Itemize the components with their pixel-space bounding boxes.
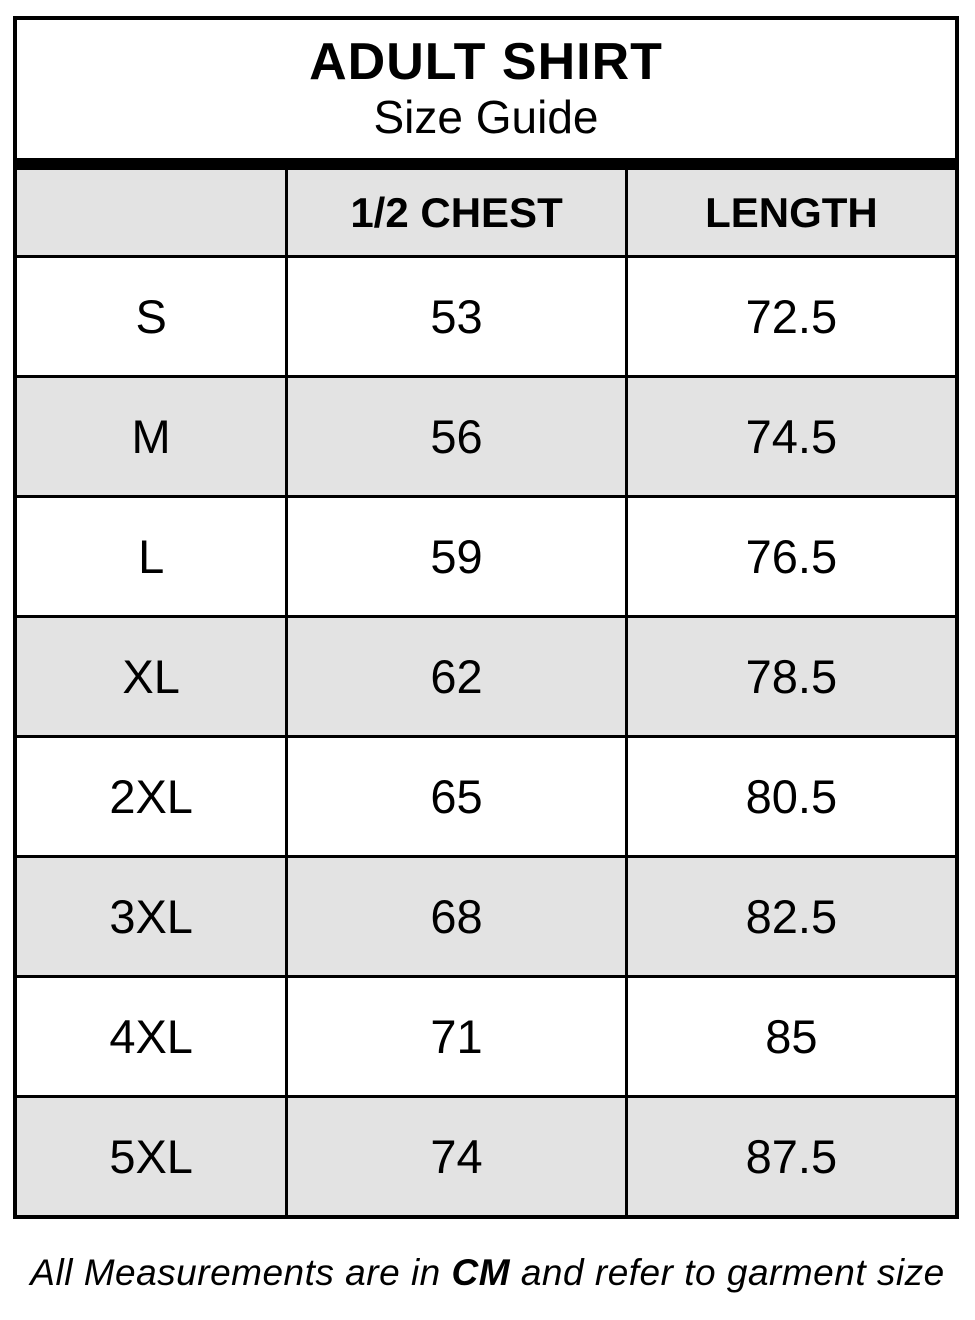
header-cell-half-chest: 1/2 CHEST xyxy=(285,170,625,255)
size-label: 3XL xyxy=(109,890,193,943)
half-chest-value: 71 xyxy=(285,978,625,1095)
size-label: S xyxy=(135,290,167,343)
length-value: 85 xyxy=(624,978,955,1095)
length-value: 76.5 xyxy=(624,498,955,615)
size-label: 4XL xyxy=(109,1010,193,1063)
table-row: L 59 76.5 xyxy=(17,495,955,615)
half-chest-value: 68 xyxy=(285,858,625,975)
size-label: L xyxy=(138,530,165,583)
size-guide-table: ADULT SHIRT Size Guide 1/2 CHEST LENGTH … xyxy=(13,16,959,1219)
half-chest-value: 56 xyxy=(285,378,625,495)
length-value: 87.5 xyxy=(624,1098,955,1215)
table-row: 5XL 74 87.5 xyxy=(17,1095,955,1215)
half-chest-value: 74 xyxy=(285,1098,625,1215)
table-row: 4XL 71 85 xyxy=(17,975,955,1095)
title-main: ADULT SHIRT xyxy=(309,32,663,91)
size-label: XL xyxy=(122,650,180,703)
footnote-unit: CM xyxy=(451,1252,511,1293)
length-value: 78.5 xyxy=(624,618,955,735)
measurement-footnote: All Measurements are in CM and refer to … xyxy=(0,1252,975,1294)
footnote-prefix: All Measurements are in xyxy=(30,1252,452,1293)
size-label: 2XL xyxy=(109,770,193,823)
header-cell-length: LENGTH xyxy=(624,170,955,255)
length-value: 82.5 xyxy=(624,858,955,975)
header-cell-size xyxy=(17,170,285,255)
length-value: 72.5 xyxy=(624,258,955,375)
table-header-row: 1/2 CHEST LENGTH xyxy=(17,167,955,255)
table-row: M 56 74.5 xyxy=(17,375,955,495)
title-subtitle: Size Guide xyxy=(373,91,599,144)
length-value: 80.5 xyxy=(624,738,955,855)
table-title-block: ADULT SHIRT Size Guide xyxy=(17,20,955,167)
half-chest-value: 59 xyxy=(285,498,625,615)
table-row: XL 62 78.5 xyxy=(17,615,955,735)
footnote-suffix: and refer to garment size xyxy=(510,1252,945,1293)
table-row: S 53 72.5 xyxy=(17,255,955,375)
half-chest-value: 65 xyxy=(285,738,625,855)
half-chest-value: 62 xyxy=(285,618,625,735)
table-row: 2XL 65 80.5 xyxy=(17,735,955,855)
size-label: M xyxy=(131,410,171,463)
length-value: 74.5 xyxy=(624,378,955,495)
size-label: 5XL xyxy=(109,1130,193,1183)
half-chest-value: 53 xyxy=(285,258,625,375)
table-row: 3XL 68 82.5 xyxy=(17,855,955,975)
